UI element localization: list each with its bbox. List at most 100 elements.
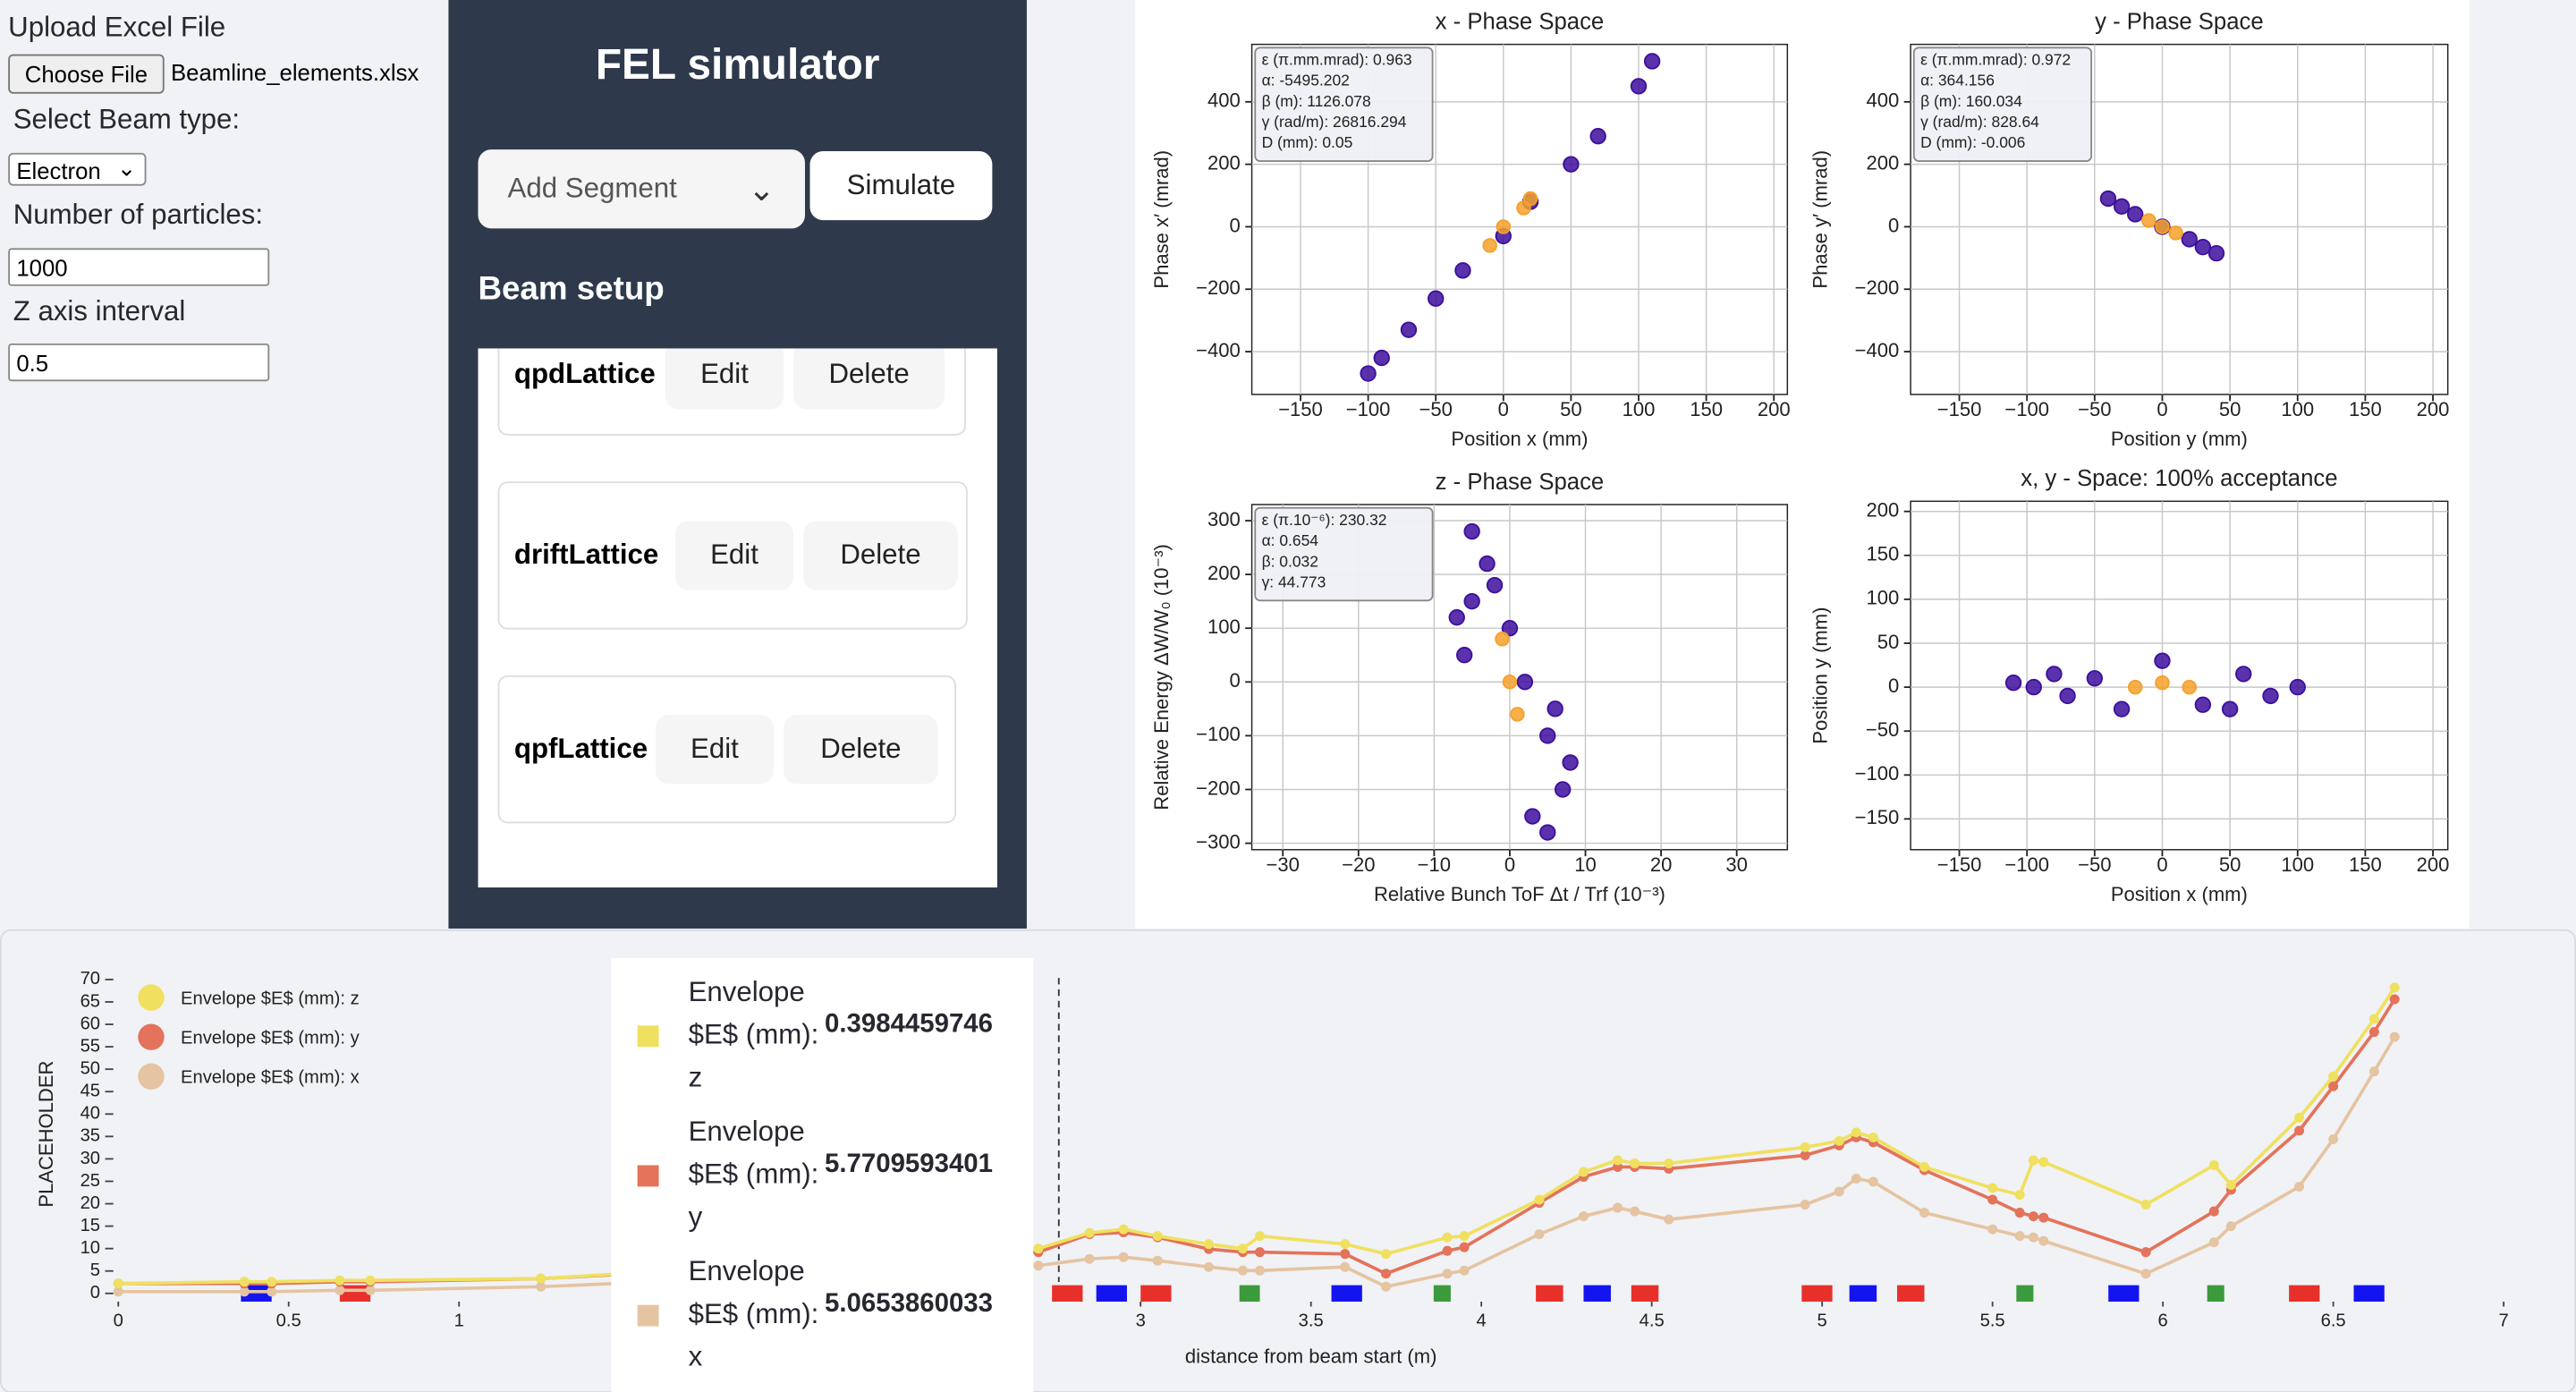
scatter-point <box>1456 647 1473 664</box>
x-tick-label: 100 <box>1623 398 1656 420</box>
x-tick-label: −100 <box>1346 398 1391 420</box>
envelope-point <box>1255 1265 1266 1276</box>
scatter-point <box>2113 198 2131 215</box>
envelope-point <box>1340 1261 1351 1272</box>
scatter-point <box>1522 191 1538 207</box>
envelope-point <box>1118 1252 1129 1262</box>
y-tick-label: 200 <box>1866 499 1899 522</box>
legend-label: Envelope $E$ (mm): y <box>181 1028 360 1048</box>
segment-select[interactable]: Add Segment ⌄ <box>478 149 805 229</box>
segment-card: qpfLattice Edit Delete <box>497 675 956 824</box>
edit-button[interactable]: Edit <box>674 521 794 590</box>
simulate-button[interactable]: Simulate <box>809 151 993 221</box>
particles-input[interactable] <box>8 248 270 286</box>
x-tick-label: 0.5 <box>276 1311 301 1330</box>
delete-button[interactable]: Delete <box>793 348 945 409</box>
x-tick-label: 150 <box>2349 853 2382 876</box>
scatter-point <box>1510 707 1525 722</box>
delete-button[interactable]: Delete <box>803 521 958 590</box>
beamline-element <box>339 1285 371 1302</box>
y-axis-label: Relative Energy ΔW/W₀ (10⁻³) <box>1150 544 1173 811</box>
legend-marker <box>138 1063 165 1090</box>
x-axis-label: Relative Bunch ToF Δt / Trf (10⁻³) <box>1374 883 1665 905</box>
envelope-point <box>267 1277 277 1287</box>
envelope-point <box>2389 1031 2400 1042</box>
scatter-point <box>2207 244 2225 262</box>
z-interval-input[interactable] <box>8 343 270 382</box>
legend-marker <box>138 984 165 1011</box>
y-tick-label: −200 <box>1196 777 1241 799</box>
envelope-point <box>2028 1232 2038 1243</box>
envelope-point <box>1380 1281 1392 1292</box>
y-tick-label: −100 <box>1196 723 1241 745</box>
envelope-point <box>2038 1212 2049 1223</box>
choose-file-button[interactable]: Choose File <box>8 54 165 94</box>
y-tick-label: 15 <box>80 1216 100 1235</box>
scatter-point <box>2025 678 2042 696</box>
envelope-point <box>1203 1239 1214 1250</box>
x-axis-label: Position y (mm) <box>2111 428 2248 450</box>
scatter-point <box>1501 620 1519 637</box>
x-tick-label: 5 <box>1818 1311 1827 1330</box>
x-tick-label: 30 <box>1725 853 1748 876</box>
x-tick-label: 10 <box>1574 853 1597 876</box>
particles-label: Number of particles: <box>13 199 264 231</box>
envelope-point <box>2328 1071 2339 1082</box>
envelope-point <box>2225 1221 2236 1232</box>
envelope-point <box>2014 1231 2025 1242</box>
y-tick-label: 65 <box>80 991 100 1011</box>
x-axis-label: distance from beam start (m) <box>1185 1345 1437 1367</box>
y-tick-label: −200 <box>1855 276 1900 299</box>
edit-button[interactable]: Edit <box>665 348 784 409</box>
scatter-point <box>2141 213 2157 228</box>
scatter-point <box>1448 608 1465 626</box>
legend-label: Envelope $E$ (mm): z <box>181 989 360 1008</box>
envelope-point <box>2208 1206 2219 1217</box>
edit-button[interactable]: Edit <box>655 715 775 785</box>
scatter-point <box>1496 219 1512 234</box>
envelope-point <box>1800 1150 1810 1160</box>
delete-button[interactable]: Delete <box>784 715 938 785</box>
x-tick-label: 100 <box>2281 398 2314 420</box>
tooltip-row: Envelope $E$ (mm): y 5.7709593401 <box>611 1098 1033 1233</box>
envelope-point <box>1340 1249 1351 1260</box>
y-tick-label: 0 <box>1229 214 1240 236</box>
envelope-point <box>1459 1265 1470 1276</box>
section-title: Beam setup <box>478 271 665 308</box>
x-tick-label: 5.5 <box>1980 1311 2005 1330</box>
scatter-point <box>2099 190 2117 208</box>
envelope-point <box>2368 1027 2379 1038</box>
x-tick-label: 150 <box>1690 398 1723 420</box>
tooltip-swatch <box>637 1304 659 1327</box>
y-tick-label: 300 <box>1208 508 1241 530</box>
envelope-point <box>2208 1159 2219 1170</box>
beamline-element <box>2108 1285 2140 1302</box>
envelope-panel <box>0 929 2576 1392</box>
beam-type-select[interactable]: Electron ⌄ <box>8 152 147 186</box>
envelope-point <box>1613 1155 1623 1166</box>
y-tick-label: −400 <box>1196 339 1241 361</box>
tooltip-label: Envelope $E$ (mm): x <box>688 1255 819 1372</box>
chevron: ⌄ <box>748 171 775 208</box>
envelope-point <box>2140 1269 2151 1279</box>
annotation-text: D (mm): 0.05 <box>1262 133 1353 151</box>
scatter-point <box>2235 666 2252 683</box>
x-tick-label: 150 <box>2349 398 2382 420</box>
y-axis-label: Phase y′ (mrad) <box>1809 150 1832 289</box>
y-tick-label: 0 <box>1888 214 1899 236</box>
envelope-point <box>1534 1229 1545 1240</box>
envelope-point <box>1084 1253 1095 1264</box>
envelope-point <box>1578 1211 1589 1222</box>
envelope-point <box>2294 1112 2305 1123</box>
y-tick-label: 150 <box>1866 543 1899 565</box>
envelope-point <box>2014 1190 2025 1201</box>
envelope-line <box>118 986 2396 1286</box>
segment-name: qpdLattice <box>513 357 656 389</box>
scatter-point <box>1539 824 1556 841</box>
scatter-point <box>1524 808 1541 825</box>
y-tick-label: 0 <box>90 1283 100 1303</box>
scatter-point <box>1479 555 1496 573</box>
x-tick-label: −30 <box>1267 853 1300 876</box>
annotation-text: β (m): 1126.078 <box>1262 92 1371 110</box>
envelope-point <box>2389 994 2400 1005</box>
